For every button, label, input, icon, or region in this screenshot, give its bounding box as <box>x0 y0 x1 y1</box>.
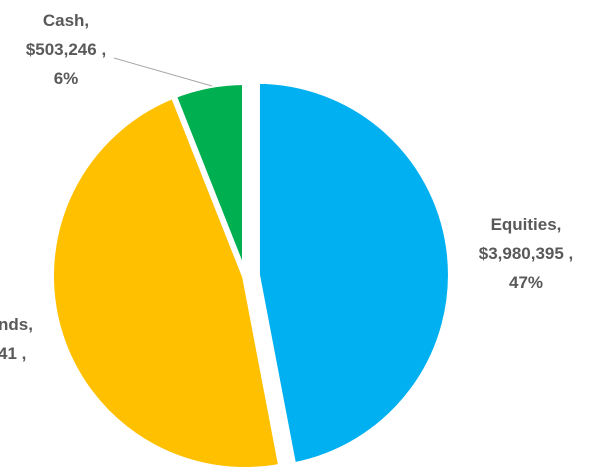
equities-label-name: Equities, <box>491 215 562 234</box>
cash-leader-line <box>113 57 213 87</box>
bonds-slice <box>48 92 285 473</box>
equities-slice <box>253 77 454 469</box>
bonds-label-name: nds, <box>0 315 33 334</box>
pie-slices <box>48 77 454 473</box>
equities-label-percent: 47% <box>509 273 543 292</box>
cash-label-name: Cash, <box>43 11 89 30</box>
bonds-label-value: 41 , <box>0 344 26 363</box>
equities-label-value: $3,980,395 , <box>479 244 574 263</box>
cash-label-percent: 6% <box>54 69 79 88</box>
cash-label-value: $503,246 , <box>26 40 106 59</box>
